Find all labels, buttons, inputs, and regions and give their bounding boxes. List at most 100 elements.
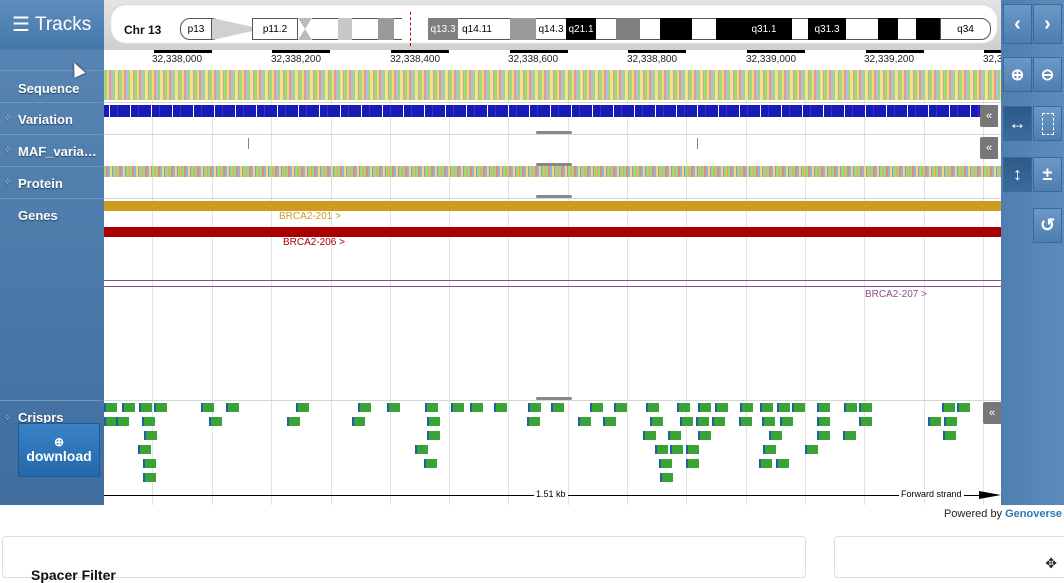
crispr-feature[interactable] [104,403,117,412]
crispr-feature[interactable] [144,431,157,440]
collapse-maf-button[interactable]: « [980,137,998,159]
crispr-feature[interactable] [209,417,222,426]
crispr-feature[interactable] [470,403,483,412]
crispr-feature[interactable] [696,417,709,426]
drag-handle-icon[interactable]: ⁘ [4,145,12,155]
track-label-crisprs[interactable]: ⁘ Crisprs [0,400,103,505]
crispr-feature[interactable] [817,417,830,426]
crispr-feature[interactable] [201,403,214,412]
crispr-feature[interactable] [614,403,627,412]
variation-track[interactable] [104,105,982,117]
crispr-feature[interactable] [859,403,872,412]
track-label-sequence[interactable]: Sequence [0,70,103,102]
crispr-feature[interactable] [859,417,872,426]
track-label-variation[interactable]: ⁘ Variation [0,102,103,134]
track-label-protein[interactable]: ⁘ Protein [0,166,103,198]
track-resize-handle[interactable] [536,163,572,166]
crispr-feature[interactable] [451,403,464,412]
crispr-feature[interactable] [650,417,663,426]
move-icon[interactable]: ✥ [1045,555,1057,571]
crispr-feature[interactable] [942,403,955,412]
crispr-feature[interactable] [104,417,117,426]
crispr-feature[interactable] [578,417,591,426]
crispr-feature[interactable] [551,403,564,412]
crispr-feature[interactable] [762,417,775,426]
track-resize-handle[interactable] [536,397,572,400]
crispr-feature[interactable] [425,403,438,412]
crispr-feature[interactable] [759,459,772,468]
track-area[interactable]: « « BRCA2-201 > BRCA2-206 > BRCA2-207 > [104,70,1001,505]
crispr-feature[interactable] [769,431,782,440]
crispr-feature[interactable] [659,459,672,468]
band-q14-3[interactable]: q14.3 [536,18,566,40]
band-q14-11[interactable]: q14.11 [458,18,496,40]
ideogram-container[interactable]: Chr 13 p13 p11.2 q13.3 q14.11 q14.3 q21.… [110,4,998,46]
crispr-feature[interactable] [528,403,541,412]
crispr-feature[interactable] [686,445,699,454]
crispr-feature[interactable] [739,417,752,426]
crispr-feature[interactable] [777,403,790,412]
reset-button[interactable]: ↺ [1033,208,1062,243]
gene-label[interactable]: BRCA2-206 > [283,237,345,248]
select-region-button[interactable] [1033,106,1062,141]
crispr-feature[interactable] [792,403,805,412]
gene-bar-brca2-201[interactable] [104,201,1001,211]
track-label-genes[interactable]: Genes [0,198,103,400]
crispr-feature[interactable] [226,403,239,412]
gene-bar-brca2-206[interactable] [104,227,1001,237]
crispr-feature[interactable] [139,403,152,412]
crispr-feature[interactable] [427,431,440,440]
download-button[interactable]: ⊕ download [18,423,100,477]
wheel-zoom-button[interactable]: ± [1033,157,1062,192]
crispr-feature[interactable] [122,403,135,412]
crispr-feature[interactable] [116,417,129,426]
crispr-feature[interactable] [677,403,690,412]
maf-variant-mark[interactable] [248,138,249,149]
wheel-scroll-button[interactable]: ↕ [1003,157,1032,192]
track-resize-handle[interactable] [536,195,572,198]
crispr-feature[interactable] [603,417,616,426]
genoverse-link[interactable]: Genoverse [1005,508,1062,520]
crispr-feature[interactable] [358,403,371,412]
crispr-feature[interactable] [776,459,789,468]
track-label-maf-variation[interactable]: ⁘ MAF_varia… [0,134,103,166]
coordinate-ruler[interactable]: 32,338,000 32,338,200 32,338,400 32,338,… [104,50,1012,71]
crispr-feature[interactable] [527,417,540,426]
crispr-feature[interactable] [844,403,857,412]
crispr-feature[interactable] [928,417,941,426]
crispr-feature[interactable] [780,417,793,426]
crispr-feature[interactable] [957,403,970,412]
scroll-right-button[interactable]: › [1033,4,1062,44]
crispr-feature[interactable] [712,417,725,426]
gene-label[interactable]: BRCA2-201 > [279,211,341,222]
crispr-feature[interactable] [686,459,699,468]
crispr-feature[interactable] [740,403,753,412]
drag-handle-icon[interactable]: ⁘ [4,113,12,123]
crispr-feature[interactable] [138,445,151,454]
crispr-feature[interactable] [143,459,156,468]
crispr-feature[interactable] [427,417,440,426]
sequence-track[interactable] [104,70,1001,100]
scroll-left-button[interactable]: ‹ [1003,4,1032,44]
crispr-feature[interactable] [494,403,507,412]
band-q21-1[interactable]: q21.1 [566,18,596,40]
drag-handle-icon[interactable]: ⁘ [4,413,12,423]
crispr-feature[interactable] [387,403,400,412]
zoom-in-button[interactable]: ⊕ [1003,57,1032,92]
crispr-feature[interactable] [296,403,309,412]
crispr-feature[interactable] [352,417,365,426]
collapse-variation-button[interactable]: « [980,105,998,127]
crispr-feature[interactable] [843,431,856,440]
crispr-feature[interactable] [805,445,818,454]
band-q31-1[interactable]: q31.1 [736,18,792,40]
crispr-feature[interactable] [415,445,428,454]
crispr-feature[interactable] [670,445,683,454]
ideogram[interactable]: p13 p11.2 q13.3 q14.11 q14.3 q21.1 [180,18,991,40]
crispr-feature[interactable] [817,403,830,412]
crispr-feature[interactable] [763,445,776,454]
collapse-crisprs-button[interactable]: « [983,402,1001,424]
band-q13-3[interactable]: q13.3 [428,18,458,40]
crispr-feature[interactable] [944,417,957,426]
crispr-feature[interactable] [698,431,711,440]
band-p13[interactable]: p13 [180,18,212,40]
